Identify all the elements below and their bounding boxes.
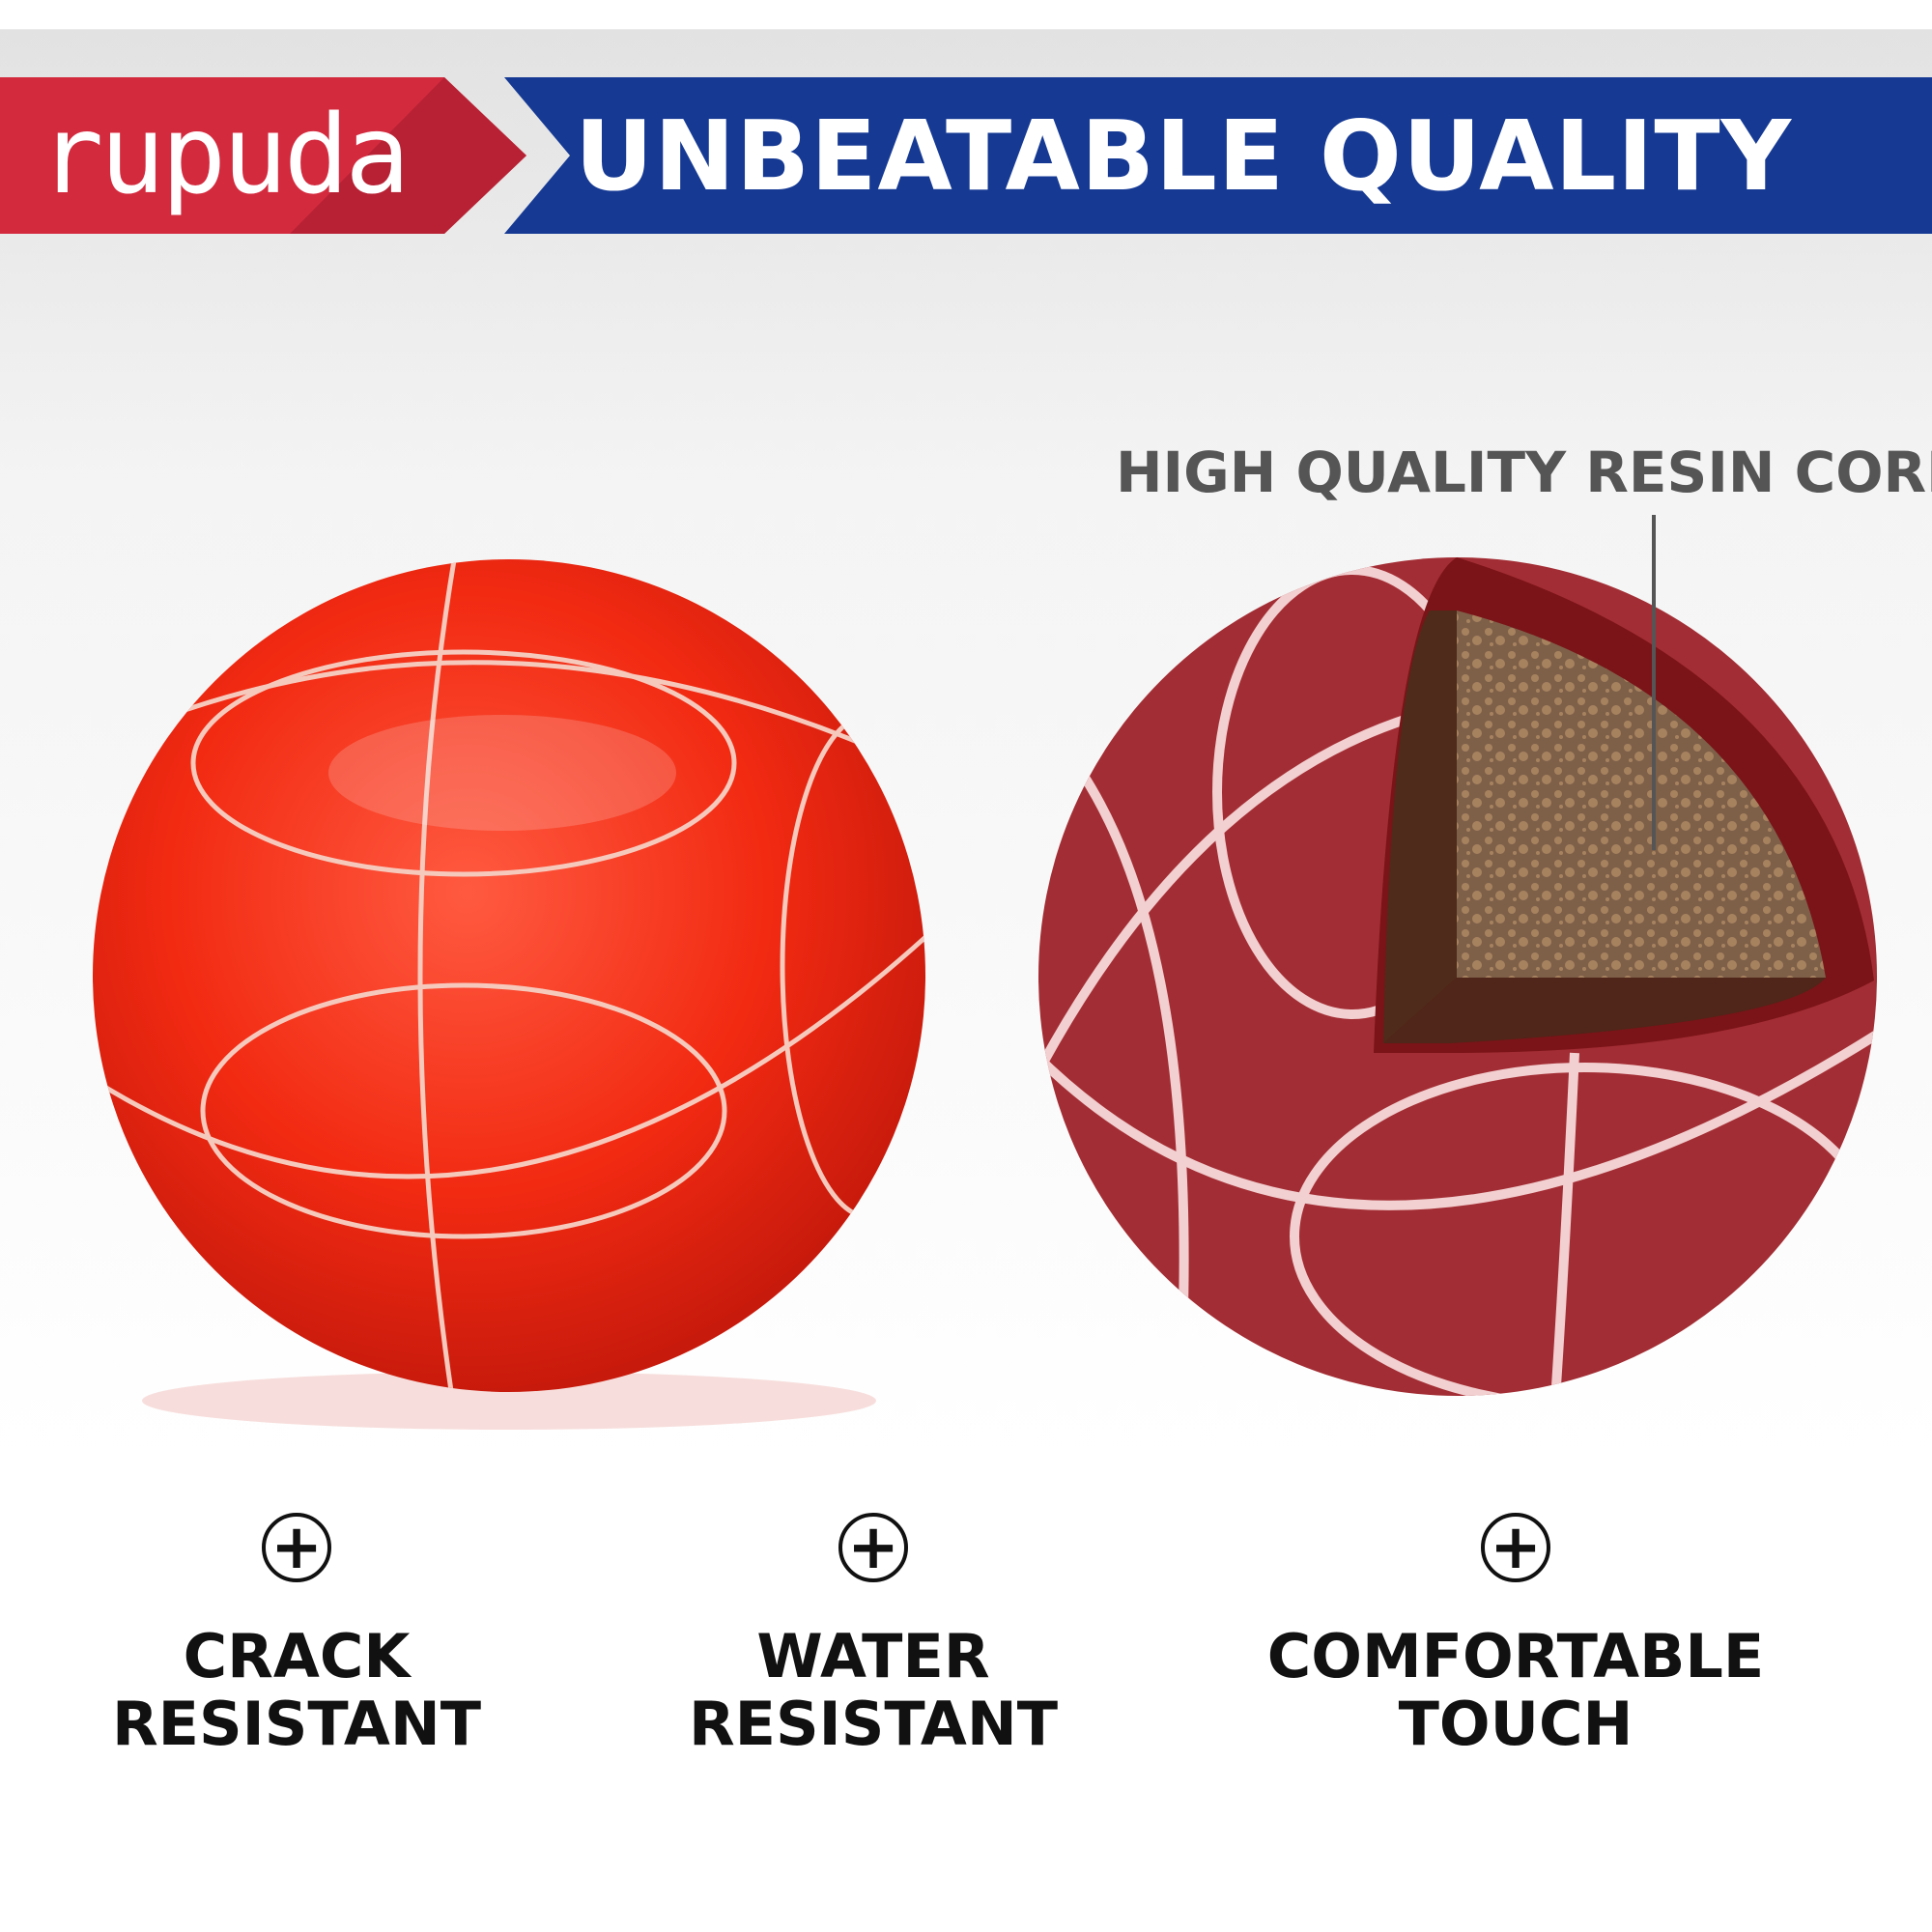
feature-line2: RESISTANT: [688, 1689, 1059, 1759]
title-banner-shape: [504, 77, 1932, 234]
feature-line2: RESISTANT: [111, 1689, 482, 1759]
feature-water-resistant: WATER RESISTANT: [603, 1623, 1144, 1758]
feature-line1: CRACK: [183, 1621, 411, 1691]
page-title: UNBEATABLE QUALITY: [574, 99, 1793, 213]
feature-crack-resistant: CRACK RESISTANT: [26, 1623, 567, 1758]
red-bocce-ball-photo: [93, 559, 925, 1430]
resin-core-callout: HIGH QUALITY RESIN CORE: [1116, 440, 1932, 505]
feature-line1: COMFORTABLE: [1266, 1621, 1765, 1691]
plus-circle-icon: +: [262, 1513, 331, 1582]
plus-circle-icon: +: [1481, 1513, 1550, 1582]
brand-banner: [0, 77, 1932, 234]
feature-line1: WATER: [756, 1621, 990, 1691]
resin-core-cutaway-illustration: [1038, 515, 1877, 1396]
plus-circle-icon: +: [838, 1513, 908, 1582]
feature-line2: TOUCH: [1398, 1689, 1634, 1759]
feature-comfortable-touch: COMFORTABLE TOUCH: [1245, 1623, 1786, 1758]
brand-logo: rupuda: [39, 93, 411, 218]
